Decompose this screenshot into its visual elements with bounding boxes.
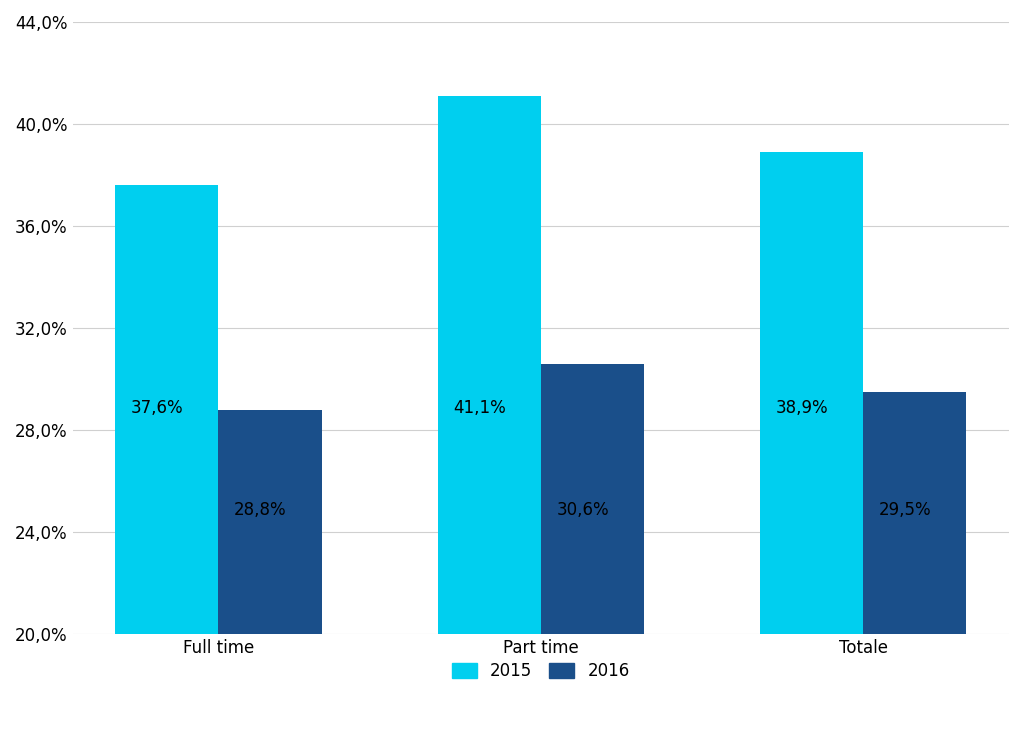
Bar bbox=[863, 392, 967, 734]
Text: 29,5%: 29,5% bbox=[879, 501, 932, 520]
Bar bbox=[115, 185, 218, 734]
Text: 28,8%: 28,8% bbox=[233, 501, 287, 520]
Bar bbox=[541, 364, 644, 734]
Text: 37,6%: 37,6% bbox=[131, 399, 183, 418]
Bar bbox=[218, 410, 322, 734]
Legend: 2015, 2016: 2015, 2016 bbox=[445, 655, 636, 687]
Bar bbox=[437, 96, 541, 734]
Text: 30,6%: 30,6% bbox=[556, 501, 609, 520]
Text: 41,1%: 41,1% bbox=[453, 399, 506, 418]
Text: 38,9%: 38,9% bbox=[775, 399, 828, 418]
Bar bbox=[760, 152, 863, 734]
